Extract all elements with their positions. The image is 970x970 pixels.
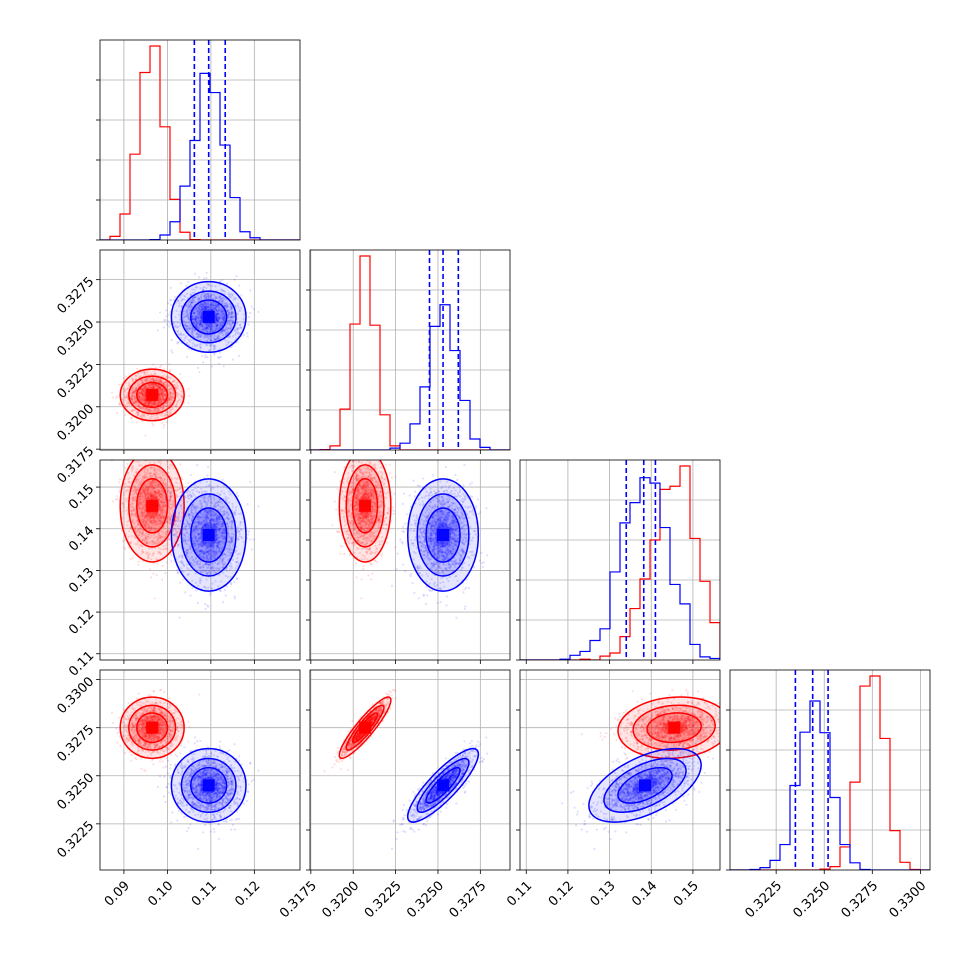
x-tick-label: 0.12	[232, 878, 263, 909]
x-tick-label: 0.3175	[277, 878, 320, 921]
scatter-panel-2-1	[306, 459, 511, 664]
scatter-panel-3-1	[306, 669, 511, 874]
scatter-points-red	[580, 688, 720, 772]
x-tick-label: 0.3275	[447, 878, 490, 921]
x-tick-label: 0.11	[504, 878, 535, 909]
y-tick-label: 0.3175	[55, 444, 98, 487]
y-tick-label: 0.3300	[55, 674, 98, 717]
y-tick-label: 0.3250	[55, 770, 98, 813]
axes-frame	[99, 459, 301, 661]
density-peak-red	[359, 721, 372, 734]
y-tick-label: 0.3200	[55, 401, 98, 444]
histogram-blue	[730, 700, 930, 870]
y-tick-label: 0.14	[66, 523, 97, 554]
axes-frame	[99, 249, 301, 451]
y-tick-label: 0.3275	[55, 722, 98, 765]
x-tick-label: 0.14	[629, 878, 660, 909]
histogram-panel-1	[306, 249, 511, 454]
x-tick-label: 0.09	[102, 878, 133, 909]
histogram-panel-0	[96, 39, 301, 244]
axes-frame	[309, 249, 511, 451]
histogram-red	[310, 255, 510, 450]
x-tick-label: 0.15	[671, 878, 702, 909]
x-tick-label: 0.13	[588, 878, 619, 909]
axes-frame	[309, 459, 511, 661]
x-tick-label: 0.11	[189, 878, 220, 909]
density-peak-red	[146, 721, 159, 734]
y-tick-label: 0.15	[66, 482, 97, 513]
y-tick-label: 0.13	[66, 565, 97, 596]
y-tick-label: 0.3275	[55, 274, 98, 317]
density-peak-blue	[437, 529, 450, 541]
axes-frame	[99, 39, 301, 241]
density-peak-blue	[202, 779, 215, 792]
x-tick-label: 0.12	[546, 878, 577, 909]
histogram-red	[730, 675, 930, 870]
density-peak-blue	[639, 779, 651, 792]
scatter-panel-3-2	[516, 669, 721, 874]
x-tick-label: 0.3250	[404, 878, 447, 921]
density-peak-blue	[437, 779, 450, 792]
x-tick-label: 0.3225	[742, 878, 785, 921]
histogram-blue	[310, 304, 510, 450]
histogram-blue	[520, 477, 720, 660]
y-tick-label: 0.3225	[55, 819, 98, 862]
histogram-panel-2	[516, 459, 721, 664]
axes-frame	[519, 669, 721, 871]
y-tick-label: 0.3225	[55, 359, 98, 402]
y-tick-label: 0.11	[66, 648, 97, 679]
y-tick-label: 0.12	[66, 607, 97, 638]
histogram-panel-3	[726, 669, 931, 874]
x-tick-label: 0.3300	[887, 878, 930, 921]
y-tick-label: 0.3250	[55, 317, 98, 360]
density-peak-red	[146, 499, 159, 512]
axes-frame	[519, 459, 721, 661]
density-peak-red	[359, 499, 372, 512]
scatter-panel-1-0	[96, 249, 301, 454]
x-tick-label: 0.3275	[839, 878, 882, 921]
axes-frame	[99, 669, 301, 871]
x-tick-label: 0.3225	[362, 878, 405, 921]
x-tick-label: 0.10	[145, 878, 176, 909]
density-peak-blue	[202, 529, 215, 541]
histogram-red	[520, 465, 720, 660]
density-peak-red	[668, 721, 681, 734]
density-peak-red	[146, 388, 159, 401]
x-tick-label: 0.3200	[319, 878, 362, 921]
density-peak-blue	[202, 310, 215, 323]
scatter-panel-2-0	[96, 459, 301, 664]
axes-frame	[309, 669, 511, 871]
axes-frame	[729, 669, 931, 871]
scatter-panel-3-0	[96, 669, 301, 874]
x-tick-label: 0.3250	[790, 878, 833, 921]
